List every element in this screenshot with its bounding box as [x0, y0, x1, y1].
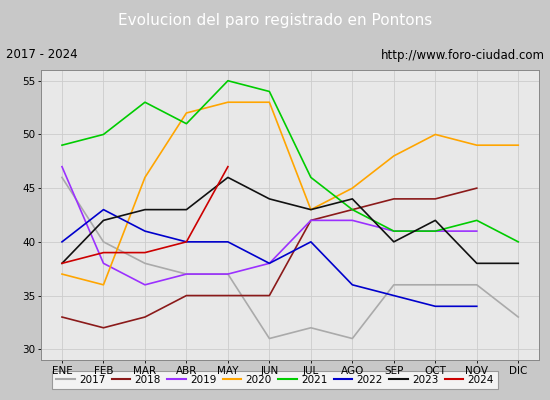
- Text: 2017 - 2024: 2017 - 2024: [6, 48, 77, 62]
- Legend: 2017, 2018, 2019, 2020, 2021, 2022, 2023, 2024: 2017, 2018, 2019, 2020, 2021, 2022, 2023…: [52, 371, 498, 389]
- Text: Evolucion del paro registrado en Pontons: Evolucion del paro registrado en Pontons: [118, 12, 432, 28]
- Text: http://www.foro-ciudad.com: http://www.foro-ciudad.com: [381, 48, 544, 62]
